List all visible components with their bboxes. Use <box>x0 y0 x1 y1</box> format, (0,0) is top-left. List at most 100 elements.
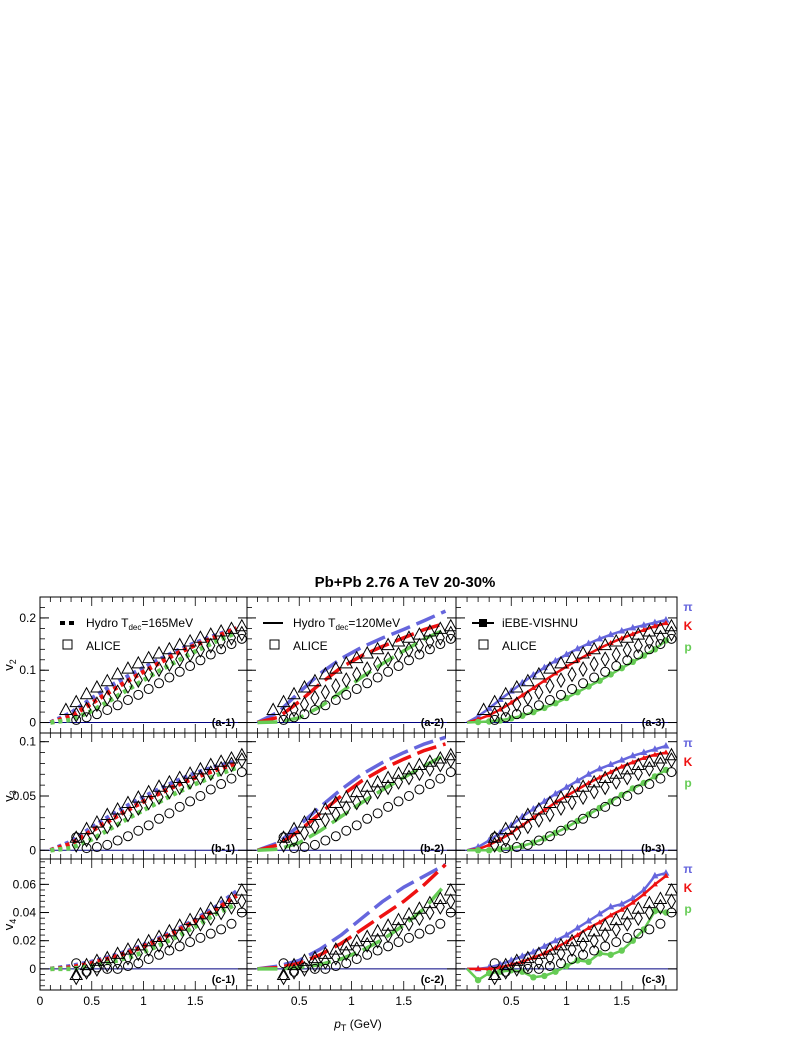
model-marker-pion <box>596 764 604 772</box>
alice-pion-point <box>487 967 502 981</box>
alice-proton-point <box>424 644 435 655</box>
alice-proton-point <box>154 949 165 960</box>
model-marker-pion <box>651 745 659 752</box>
alice-pion-point <box>532 666 546 680</box>
panel-label: (b-2) <box>420 843 444 855</box>
alice-proton-point <box>500 843 511 854</box>
model-marker-pion <box>662 869 670 876</box>
model-curve-pion <box>257 863 447 971</box>
alice-pion-point <box>402 761 416 775</box>
model-marker-proton <box>541 835 548 842</box>
alice-proton-point <box>143 954 154 965</box>
panel-label: (a-1) <box>212 717 236 729</box>
x-tick-label: 1.5 <box>613 994 630 1008</box>
legend-data-label: ALICE <box>293 639 328 653</box>
panel-label: (a-2) <box>421 717 445 729</box>
alice-kaon-point <box>666 625 677 642</box>
model-marker-pion <box>485 836 493 844</box>
model-marker-kaon <box>530 814 537 820</box>
alice-pion-point <box>339 655 354 669</box>
alice-pion-point <box>498 957 513 971</box>
alice-proton-point <box>122 831 133 842</box>
alice-proton-point <box>633 649 644 660</box>
alice-pion-point <box>609 633 624 647</box>
alice-proton-point <box>533 700 544 711</box>
model-marker-pion <box>518 678 526 686</box>
model-marker-kaon <box>651 623 658 629</box>
alice-proton-point <box>185 661 196 672</box>
alice-proton-point <box>544 831 555 842</box>
model-marker-pion <box>640 621 648 628</box>
x-axis-label-sub: T <box>341 1023 347 1033</box>
alice-proton-point <box>567 684 578 695</box>
alice-pion-point <box>642 895 657 909</box>
alice-proton-point <box>403 932 414 943</box>
model-marker-pion <box>629 623 637 631</box>
alice-pion-point <box>349 650 364 664</box>
alice-pion-point <box>110 946 125 959</box>
alice-proton-point <box>122 695 133 706</box>
alice-proton-point <box>320 835 331 846</box>
alice-proton-point <box>611 661 622 672</box>
model-marker-kaon <box>486 965 493 971</box>
y-axis-label-sub: 3 <box>8 790 18 795</box>
alice-kaon-point <box>352 941 362 958</box>
alice-pion-point <box>381 637 395 651</box>
alice-proton-point <box>320 700 331 711</box>
alice-proton-point <box>435 918 446 929</box>
alice-pion-point <box>141 784 156 798</box>
alice-pion-point <box>423 623 437 637</box>
alice-proton-point <box>578 949 589 960</box>
alice-pion-point <box>172 770 187 784</box>
alice-proton-point <box>185 937 196 948</box>
alice-kaon-point <box>341 672 351 689</box>
alice-proton-point <box>500 712 511 723</box>
alice-pion-point <box>598 637 613 651</box>
model-marker-kaon <box>662 872 669 878</box>
alice-kaon-point <box>446 625 456 642</box>
panel-label: (b-3) <box>641 843 665 855</box>
alice-kaon-point <box>113 684 123 701</box>
model-marker-pion <box>529 947 537 955</box>
alice-proton-point <box>372 808 383 819</box>
panel-frame <box>246 858 457 991</box>
x-tick-label: 1 <box>348 994 355 1008</box>
alice-kaon-point <box>341 945 351 962</box>
panel-label: (c-3) <box>642 974 666 986</box>
model-marker-kaon <box>629 899 636 905</box>
alice-proton-point <box>622 655 633 666</box>
alice-pion-point <box>224 891 239 904</box>
panel-v2-2: (a-2) Hydro Tdec=120MeV ALICE <box>246 596 457 734</box>
alice-pion-point <box>642 754 657 767</box>
alice-kaon-point <box>154 789 164 806</box>
alice-pion-point <box>532 801 546 815</box>
model-marker-kaon <box>651 881 658 887</box>
legend-model-label: iEBE-VISHNU <box>502 616 578 630</box>
alice-proton-point <box>644 924 655 935</box>
alice-kaon-point <box>92 824 102 841</box>
alice-kaon-point <box>133 945 143 962</box>
alice-pion-point <box>266 702 280 715</box>
alice-proton-point <box>226 918 237 929</box>
alice-kaon-point <box>556 672 566 689</box>
alice-pion-point <box>509 815 524 828</box>
y-axis-label: v4 <box>1 919 18 931</box>
alice-proton-point <box>81 966 92 977</box>
alice-kaon-point <box>331 949 341 966</box>
alice-pion-point <box>381 770 395 784</box>
alice-proton-point <box>164 945 175 956</box>
alice-pion-point <box>162 774 177 788</box>
alice-proton-point <box>655 639 666 650</box>
alice-kaon-point <box>278 969 289 986</box>
alice-pion-point <box>162 923 177 937</box>
alice-proton-point <box>164 808 175 819</box>
panel-content <box>466 869 677 986</box>
alice-kaon-point <box>144 941 154 958</box>
alice-pion-point <box>172 918 187 931</box>
alice-kaon-point <box>512 696 522 713</box>
alice-proton-point <box>226 639 237 650</box>
model-marker-kaon <box>618 763 625 769</box>
alice-kaon-point <box>425 633 435 650</box>
alice-pion-point <box>100 673 115 687</box>
y-tick-label: 0.04 <box>13 906 37 920</box>
